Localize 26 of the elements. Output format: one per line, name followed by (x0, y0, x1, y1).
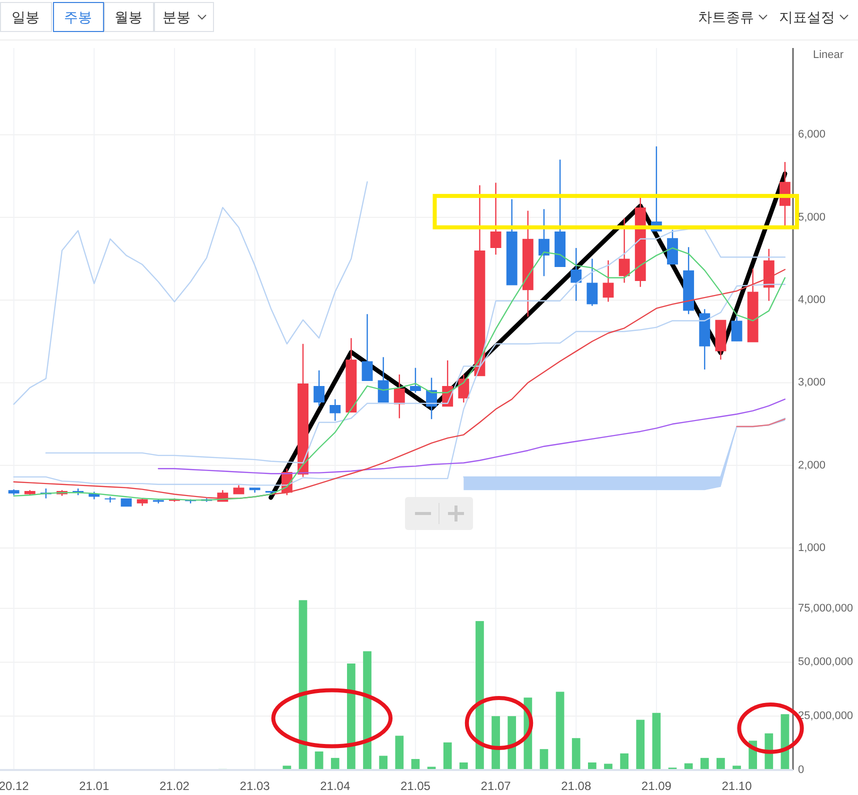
x-tick-label: 21.10 (722, 779, 752, 793)
text: 월봉 (114, 9, 142, 25)
x-tick-label: 21.07 (480, 779, 512, 793)
x-tick-label: 21.04 (320, 779, 350, 793)
y-tick-label: 3,000 (798, 376, 826, 389)
x-tick-label: 21.02 (159, 779, 190, 793)
y-tick-label: 50,000,000 (798, 656, 854, 668)
y-tick-label: 6,000 (798, 128, 826, 141)
x-tick-label: 21.01 (79, 779, 110, 793)
text: 지표설정 (779, 9, 835, 25)
x-tick-label: 21.09 (641, 779, 672, 793)
text: 분봉 (162, 9, 190, 25)
x-tick-label: 21.08 (561, 779, 592, 793)
text: Linear (813, 49, 844, 61)
text: 차트종류 (698, 9, 754, 25)
y-tick-label: 0 (798, 764, 804, 776)
y-tick-label: 5,000 (798, 211, 826, 224)
x-tick-label: 21.05 (400, 779, 431, 793)
text: 주봉 (64, 9, 92, 25)
text: 일봉 (12, 9, 40, 25)
y-tick-label: 2,000 (798, 459, 826, 472)
y-tick-label: 25,000,000 (798, 710, 854, 722)
x-tick-label: 21.03 (240, 779, 270, 793)
y-tick-label: 1,000 (798, 542, 826, 554)
y-tick-label: 4,000 (798, 294, 826, 306)
y-tick-label: 75,000,000 (798, 602, 854, 614)
